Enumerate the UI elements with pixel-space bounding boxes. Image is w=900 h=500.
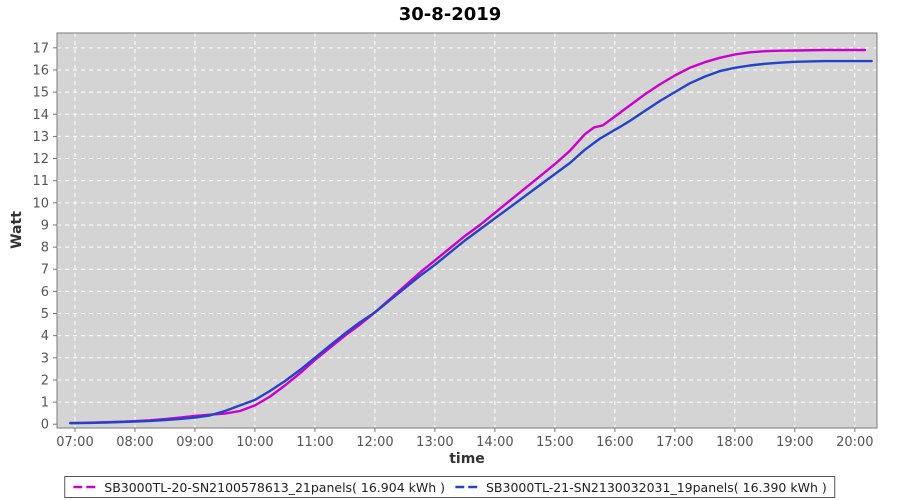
y-tick-label: 3 <box>41 351 49 366</box>
y-axis-label: Watt <box>9 211 25 249</box>
x-tick-label: 14:00 <box>476 435 513 450</box>
legend-item: SB3000TL-20-SN2100578613_21panels( 16.90… <box>73 480 445 495</box>
x-tick-label: 17:00 <box>656 435 693 450</box>
y-tick-label: 6 <box>41 285 49 300</box>
x-tick-label: 13:00 <box>416 435 453 450</box>
gridlines <box>57 33 877 428</box>
y-tick-label: 11 <box>32 174 49 189</box>
x-tick-label: 16:00 <box>596 435 633 450</box>
y-tick-label: 9 <box>41 218 49 233</box>
series2-line-marker-icon <box>455 485 481 489</box>
y-tick-label: 2 <box>41 373 49 388</box>
y-tick-label: 4 <box>41 329 49 344</box>
y-tick-label: 15 <box>32 86 49 101</box>
axis-ticks <box>53 47 856 432</box>
y-tick-label: 14 <box>32 108 49 123</box>
y-tick-label: 10 <box>32 196 49 211</box>
x-tick-label: 10:00 <box>236 435 273 450</box>
x-tick-label: 19:00 <box>776 435 813 450</box>
x-tick-label: 09:00 <box>176 435 213 450</box>
y-tick-label: 8 <box>41 241 49 256</box>
y-tick-label: 0 <box>41 418 49 433</box>
legend: SB3000TL-20-SN2100578613_21panels( 16.90… <box>64 476 836 498</box>
plot-border <box>56 32 878 429</box>
legend-label-series2: SB3000TL-21-SN2130032031_19panels( 16.39… <box>486 479 827 495</box>
x-tick-label: 20:00 <box>836 435 873 450</box>
x-tick-label: 18:00 <box>716 435 753 450</box>
legend-item: SB3000TL-21-SN2130032031_19panels( 16.39… <box>455 480 827 495</box>
series1-line-marker-icon <box>73 485 100 489</box>
x-axis-label: time <box>449 451 485 467</box>
y-tick-label: 13 <box>32 130 49 145</box>
x-tick-label: 12:00 <box>356 435 393 450</box>
plot-area <box>57 33 877 428</box>
x-tick-label: 11:00 <box>296 435 333 450</box>
y-tick-label: 1 <box>41 396 49 411</box>
chart-title: 30-8-2019 <box>398 4 502 25</box>
y-tick-label: 16 <box>32 63 49 78</box>
series-line-1 <box>68 48 867 425</box>
y-tick-label: 5 <box>41 307 49 322</box>
y-tick-label: 7 <box>41 263 49 278</box>
y-tick-label: 12 <box>32 152 49 167</box>
x-tick-label: 07:00 <box>56 435 93 450</box>
series-line-2 <box>68 59 873 425</box>
x-tick-label: 08:00 <box>116 435 153 450</box>
x-tick-label: 15:00 <box>536 435 573 450</box>
legend-label-series1: SB3000TL-20-SN2100578613_21panels( 16.90… <box>104 479 445 495</box>
y-tick-label: 17 <box>32 41 49 56</box>
